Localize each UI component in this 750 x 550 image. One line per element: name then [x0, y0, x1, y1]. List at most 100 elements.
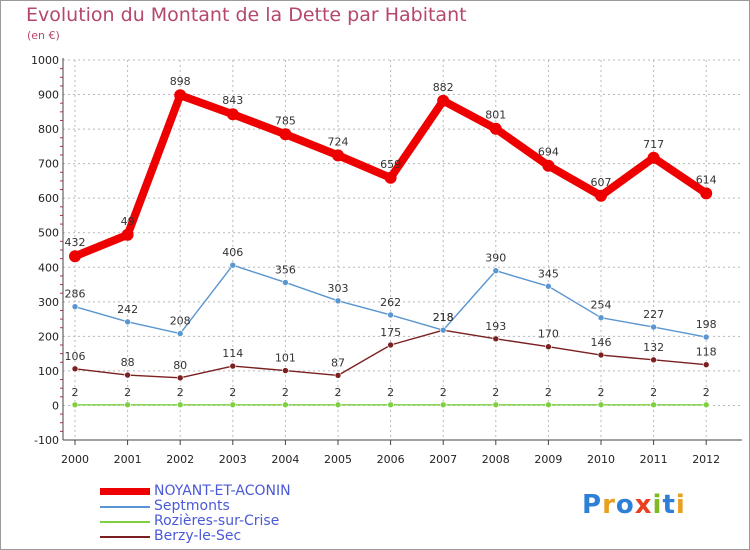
data-point [545, 343, 552, 351]
logo-letter: r [602, 490, 616, 520]
value-label: 345 [538, 267, 559, 280]
logo-letter: P [582, 490, 603, 520]
y-tick-label: 0 [52, 399, 59, 412]
value-label: 432 [65, 236, 86, 249]
value-label: 286 [65, 288, 86, 301]
data-point [702, 333, 710, 341]
data-point [387, 401, 394, 409]
legend-swatch-septmonts [100, 506, 150, 508]
value-label: 390 [485, 252, 506, 265]
data-point [226, 108, 239, 121]
legend-swatch-berzy [100, 536, 150, 538]
data-point [545, 282, 552, 290]
data-point [597, 351, 605, 359]
data-point [647, 151, 660, 164]
value-label: 170 [538, 328, 559, 341]
series-layer [69, 89, 713, 409]
y-tick-label: 500 [38, 227, 59, 240]
data-point [71, 303, 79, 310]
value-label: 717 [643, 138, 664, 151]
data-point [650, 401, 657, 409]
data-point [542, 159, 555, 172]
data-point [439, 326, 447, 334]
value-label: 106 [65, 350, 86, 363]
y-tick-label: 800 [38, 123, 59, 136]
x-tick-label: 2012 [692, 453, 720, 466]
y-tick-label: 400 [38, 261, 59, 274]
data-point [229, 261, 237, 269]
x-tick-label: 2011 [640, 453, 668, 466]
value-label-layer: 4324989884378572465988280169460771761428… [65, 75, 717, 399]
legend-swatch-rozieres [100, 521, 150, 523]
data-point [229, 401, 237, 409]
chart-subtitle: (en €) [27, 29, 60, 42]
value-label: 218 [433, 311, 454, 324]
x-tick-label: 2005 [324, 453, 352, 466]
x-tick-label: 2008 [482, 453, 510, 466]
data-point [492, 401, 500, 409]
value-label: 2 [598, 386, 605, 399]
data-point [595, 189, 607, 202]
data-point [334, 401, 342, 409]
y-tick-label: 900 [38, 89, 59, 102]
value-label: 356 [275, 263, 296, 276]
data-point [492, 335, 500, 343]
value-label: 2 [72, 386, 79, 399]
data-point [282, 401, 289, 409]
x-tick-label: 2009 [534, 453, 562, 466]
value-label: 175 [380, 326, 401, 339]
value-label: 80 [173, 359, 187, 372]
y-tick-label: 600 [38, 192, 59, 205]
value-label: 2 [492, 386, 499, 399]
data-point [702, 361, 710, 368]
data-point [282, 279, 289, 286]
data-point [124, 401, 131, 409]
value-label: 254 [591, 299, 612, 312]
value-label: 2 [335, 386, 342, 399]
y-tick-label: 1000 [31, 54, 59, 67]
legend-swatch-noyant [100, 488, 150, 495]
data-point [384, 171, 397, 184]
grid-layer [63, 59, 742, 441]
y-tick-label: -100 [34, 434, 59, 447]
data-point [174, 89, 187, 102]
data-point [334, 372, 342, 379]
data-point [229, 362, 237, 370]
data-point [702, 401, 710, 409]
value-label: 227 [643, 308, 664, 321]
data-point [545, 401, 552, 409]
data-point [332, 149, 344, 162]
data-point [597, 401, 605, 409]
value-label: 2 [124, 386, 131, 399]
data-point [700, 187, 713, 200]
data-point [176, 330, 184, 337]
value-label: 785 [275, 114, 296, 127]
value-label: 2 [387, 386, 394, 399]
x-tick-label: 2003 [219, 453, 247, 466]
data-point [69, 250, 81, 263]
value-label: 88 [121, 356, 135, 369]
data-point [597, 314, 605, 322]
legend-label-noyant: NOYANT-ET-ACONIN [154, 483, 291, 499]
y-tick-label: 700 [38, 158, 59, 171]
value-label: 614 [696, 173, 717, 186]
value-label: 87 [331, 356, 345, 369]
data-point [71, 365, 79, 373]
x-tick-label: 2010 [587, 453, 615, 466]
value-label: 49 [121, 215, 135, 228]
value-label: 898 [170, 75, 191, 88]
data-point [121, 228, 134, 241]
value-label: 114 [222, 347, 243, 360]
value-label: 118 [696, 346, 717, 359]
data-point [334, 297, 342, 305]
value-label: 101 [275, 352, 296, 365]
legend-label-septmonts: Septmonts [154, 498, 230, 514]
x-tick-label: 2004 [271, 453, 299, 466]
data-point [176, 401, 184, 409]
data-point [492, 267, 500, 275]
y-tick-label: 100 [38, 365, 59, 378]
x-tick-label: 2007 [429, 453, 457, 466]
axis-layer: -100 0 100 200 300 400 500 600 700 800 900 1000 2000… [31, 54, 742, 466]
value-label: 2 [229, 386, 236, 399]
